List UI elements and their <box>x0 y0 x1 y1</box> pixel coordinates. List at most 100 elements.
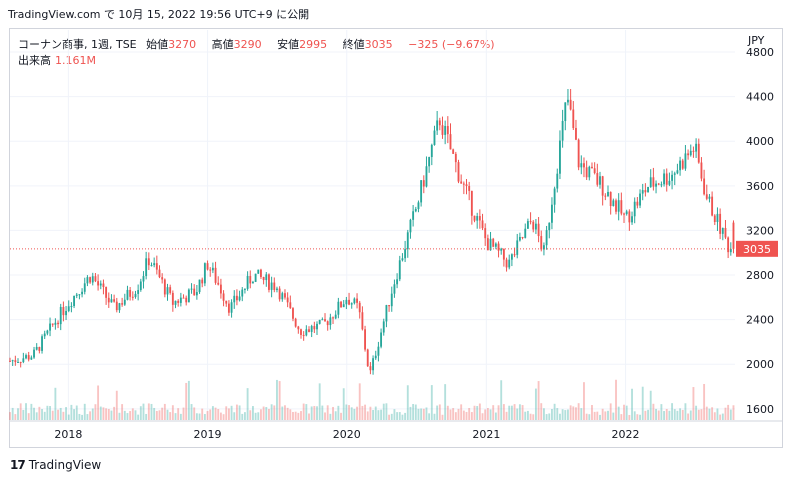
symbol-label: コーナン商事, 1週, TSE <box>18 38 137 51</box>
candle-body <box>516 240 519 255</box>
candle-body <box>441 125 444 135</box>
volume-bar <box>713 412 716 420</box>
candle-body <box>588 166 591 178</box>
candle-body <box>537 223 540 237</box>
candle-body <box>193 288 196 296</box>
candle-body <box>438 120 441 126</box>
volume-bar <box>316 406 318 420</box>
volume-bar <box>518 404 521 420</box>
volume-bar <box>134 410 137 420</box>
candle-body <box>292 308 294 319</box>
candle-body <box>692 150 695 152</box>
candle-body <box>35 346 38 350</box>
volume-bar <box>526 410 529 420</box>
volume-bar <box>724 407 727 420</box>
volume-bar <box>374 406 377 420</box>
candle-body <box>235 295 238 301</box>
candle-body <box>687 153 690 156</box>
volume-bar <box>545 414 548 420</box>
candle-body <box>700 162 703 179</box>
volume-bar <box>676 410 679 420</box>
candle-body <box>356 298 358 303</box>
volume-bar <box>505 411 508 420</box>
candle-body <box>404 249 407 259</box>
volume-bar <box>233 412 236 420</box>
volume-bar <box>246 388 249 420</box>
candle-body <box>129 289 132 297</box>
volume-bar <box>596 411 599 420</box>
candle-body <box>406 232 409 250</box>
volume-bar <box>174 413 177 420</box>
candle-body <box>473 215 476 221</box>
candle-body <box>564 102 567 121</box>
y-tick-label: 4800 <box>746 46 774 59</box>
volume-bar <box>308 413 310 420</box>
volume-bar <box>409 406 412 420</box>
candle-body <box>270 282 273 290</box>
candle-body <box>433 130 436 145</box>
volume-bar <box>297 412 300 420</box>
volume-bar <box>521 405 524 420</box>
candle-body <box>657 183 660 185</box>
candle-body <box>86 277 89 284</box>
candle-body <box>185 297 188 303</box>
volume-bar <box>473 405 476 420</box>
candle-body <box>99 283 102 286</box>
candle-body <box>300 329 302 335</box>
volume-bar <box>139 406 142 420</box>
volume-bar <box>161 407 164 420</box>
volume-bar <box>489 409 492 420</box>
candle-body <box>607 191 609 196</box>
volume-bar <box>644 410 647 420</box>
candle-body <box>583 163 585 168</box>
candle-body <box>105 287 108 298</box>
candle-body <box>308 329 310 332</box>
candle-body <box>372 358 375 371</box>
candle-body <box>102 283 105 288</box>
volume-bar <box>91 408 94 420</box>
candle-body <box>494 243 497 247</box>
y-tick-label: 2400 <box>746 314 774 327</box>
volume-bar <box>206 411 209 420</box>
candle-body <box>265 274 268 281</box>
candle-body <box>134 293 137 298</box>
volume-bar <box>561 409 564 420</box>
candle-body <box>689 150 692 156</box>
volume-bar <box>636 414 639 420</box>
candle-body <box>43 333 46 337</box>
candle-body <box>505 259 508 268</box>
volume-bar <box>201 408 204 420</box>
candle-body <box>510 254 513 260</box>
candle-body <box>67 306 70 312</box>
volume-bar <box>46 405 49 420</box>
volume-bar <box>113 406 116 420</box>
volume-bar <box>478 403 481 420</box>
volume-bar <box>494 412 497 420</box>
candle-body <box>187 289 190 303</box>
volume-bar <box>412 404 415 420</box>
candle-body <box>436 120 439 131</box>
candle-body <box>393 284 396 294</box>
candle-body <box>286 297 289 303</box>
candle-body <box>596 173 599 185</box>
volume-bar <box>243 412 246 420</box>
volume-bar <box>468 408 471 420</box>
candle-body <box>524 228 527 238</box>
candle-body <box>623 213 625 215</box>
candle-body <box>681 160 684 169</box>
candle-body <box>313 326 316 330</box>
candle-body <box>481 220 484 229</box>
candle-body <box>633 201 636 217</box>
volume-bar <box>310 406 313 420</box>
volume-bar <box>732 405 735 420</box>
volume-bar <box>708 408 711 420</box>
candle-body <box>310 326 313 332</box>
candle-body <box>249 275 252 284</box>
candle-body <box>214 267 217 283</box>
candle-body <box>615 200 617 212</box>
volume-bar <box>390 413 393 420</box>
volume-bar <box>569 405 572 420</box>
volume-bar <box>510 405 513 420</box>
volume-bar <box>198 413 201 420</box>
